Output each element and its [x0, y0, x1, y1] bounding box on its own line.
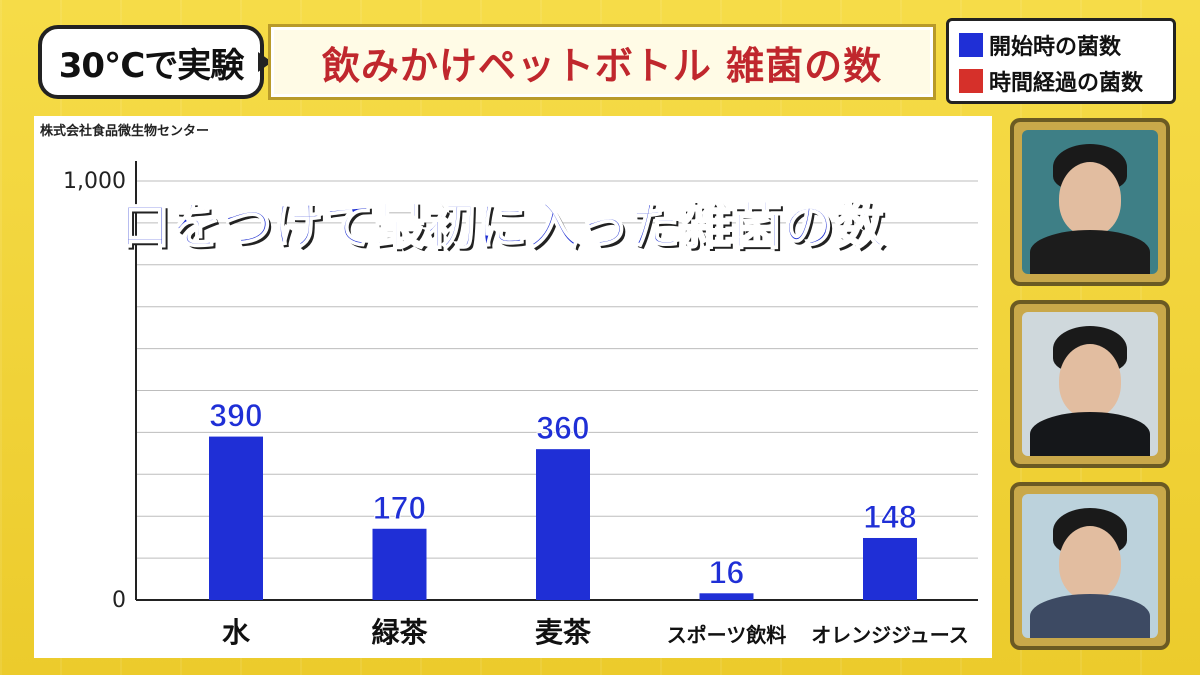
bar-value-label: 360: [536, 410, 589, 446]
legend-swatch-start: [959, 33, 983, 57]
x-tick-label: 緑茶: [371, 616, 428, 649]
person-icon: [1022, 312, 1158, 456]
chart-panel: [34, 116, 992, 658]
panelist-1-frame: [1010, 118, 1170, 286]
x-tick-label: オレンジジュース: [811, 623, 969, 647]
bar-value-label: 148: [863, 499, 916, 535]
legend-swatch-elapsed: [959, 69, 983, 93]
legend: 開始時の菌数 時間経過の菌数: [946, 18, 1176, 104]
legend-item-start: 開始時の菌数: [959, 27, 1163, 63]
person-icon: [1022, 494, 1158, 638]
panelist-3-frame: [1010, 482, 1170, 650]
bar: [209, 436, 263, 600]
bar: [863, 537, 917, 600]
bar-value-label: 170: [373, 490, 426, 526]
page-title: 飲みかけペットボトル 雑菌の数: [268, 24, 936, 100]
bar-value-label: 16: [709, 554, 745, 590]
data-source: 株式会社食品微生物センター: [40, 124, 210, 139]
y-tick-label: 1,000: [63, 169, 126, 194]
bar-value-label: 390: [209, 398, 262, 434]
bar: [536, 449, 590, 600]
chart-overlay-title: 口をつけて最初に入った雑菌の数: [119, 196, 885, 256]
legend-label-start: 開始時の菌数: [989, 35, 1122, 60]
x-tick-label: スポーツ飲料: [667, 623, 787, 647]
person-icon: [1022, 130, 1158, 274]
x-tick-label: 麦茶: [535, 616, 592, 649]
bar: [372, 528, 427, 600]
bar: [699, 593, 754, 600]
legend-item-elapsed: 時間経過の菌数: [959, 63, 1163, 99]
experiment-tag: 30℃で実験: [38, 25, 264, 99]
legend-label-elapsed: 時間経過の菌数: [989, 71, 1144, 96]
x-tick-label: 水: [222, 616, 251, 649]
panelist-2-frame: [1010, 300, 1170, 468]
y-tick-label: 0: [112, 588, 126, 613]
